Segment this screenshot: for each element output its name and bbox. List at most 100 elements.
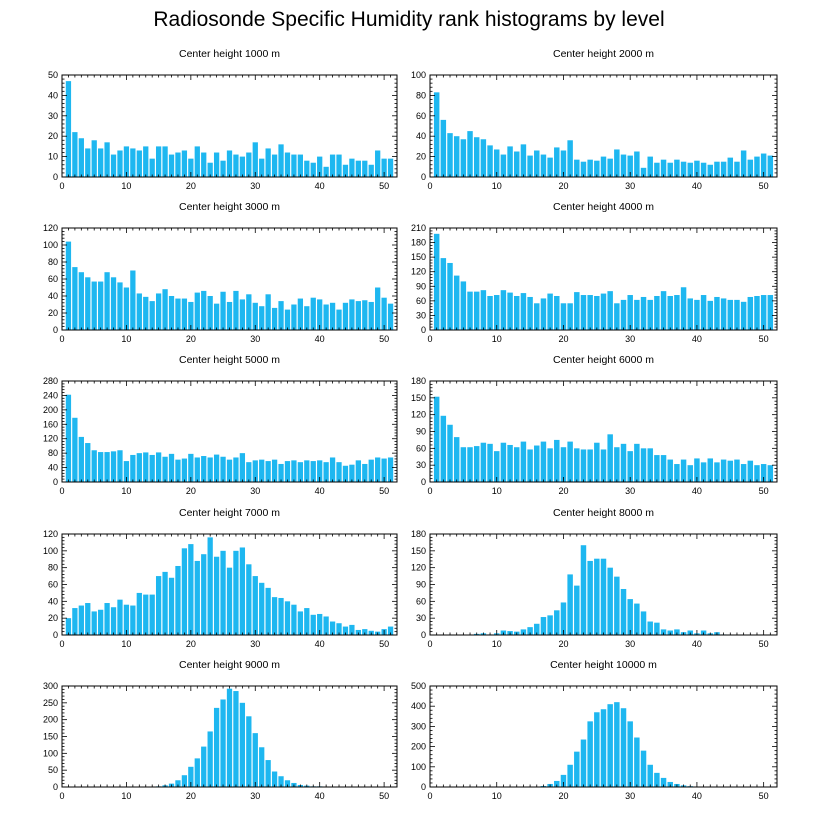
y-tick-label: 0: [421, 477, 426, 487]
bar: [734, 299, 740, 330]
x-tick-label: 0: [59, 181, 64, 191]
y-tick-label: 120: [43, 529, 58, 539]
bar: [594, 558, 600, 635]
bar: [680, 287, 687, 330]
y-tick-label: 150: [43, 732, 58, 742]
bar: [634, 151, 640, 177]
bar: [284, 309, 291, 330]
bar: [239, 299, 246, 330]
bar: [155, 293, 162, 330]
bar: [667, 781, 673, 787]
bar: [667, 162, 673, 177]
y-tick-label: 100: [43, 748, 58, 758]
bar: [487, 145, 493, 177]
bar: [362, 160, 368, 177]
x-tick-label: 30: [625, 791, 635, 801]
x-tick-label: 30: [250, 791, 260, 801]
y-tick-label: 30: [416, 613, 426, 623]
bar: [110, 154, 117, 177]
bar: [117, 150, 123, 177]
bar: [143, 146, 149, 177]
bar: [355, 160, 361, 177]
bar: [362, 300, 368, 330]
bar: [252, 576, 258, 635]
bar: [207, 537, 213, 635]
bar: [252, 733, 258, 787]
bar: [627, 155, 633, 177]
bar: [387, 457, 394, 482]
bar: [201, 456, 207, 482]
bar: [304, 306, 310, 330]
bar: [493, 149, 500, 177]
bar: [700, 295, 707, 330]
x-tick-label: 30: [250, 334, 260, 344]
bar: [707, 164, 713, 177]
bar: [201, 152, 207, 177]
y-tick-label: 0: [421, 325, 426, 335]
bar: [310, 614, 316, 635]
panel-title: Center height 5000 m: [179, 354, 280, 366]
bar: [600, 449, 607, 482]
bar: [580, 295, 587, 330]
bar: [747, 296, 754, 330]
bar: [467, 131, 473, 177]
y-tick-label: 0: [53, 477, 58, 487]
x-tick-label: 0: [427, 791, 432, 801]
x-tick-label: 0: [427, 334, 432, 344]
bar: [233, 691, 239, 787]
bar: [149, 454, 155, 482]
bar: [284, 780, 291, 787]
bar: [514, 447, 520, 482]
bar: [207, 296, 213, 330]
bar: [317, 460, 323, 482]
bar: [700, 162, 707, 177]
x-tick-label: 0: [59, 334, 64, 344]
bar: [627, 451, 633, 482]
bar: [265, 461, 271, 482]
y-tick-label: 240: [43, 390, 58, 400]
y-tick-label: 210: [411, 223, 426, 233]
x-tick-label: 20: [186, 334, 196, 344]
bar: [246, 462, 252, 482]
bar: [297, 462, 303, 482]
bar: [162, 571, 168, 636]
x-tick-label: 20: [558, 486, 568, 496]
bar: [323, 616, 329, 635]
bar: [694, 458, 700, 482]
bar: [647, 448, 653, 482]
bar: [620, 154, 627, 177]
y-tick-label: 0: [53, 172, 58, 182]
x-tick-label: 50: [759, 791, 769, 801]
bar: [323, 462, 329, 482]
bar: [574, 448, 580, 482]
x-tick-label: 20: [558, 791, 568, 801]
bar: [78, 272, 84, 330]
bar: [336, 154, 342, 177]
bar: [727, 299, 734, 330]
bar: [387, 303, 394, 330]
bar: [500, 442, 507, 482]
bar: [594, 296, 600, 330]
y-tick-label: 20: [48, 308, 58, 318]
bar: [239, 547, 246, 635]
x-tick-label: 10: [492, 791, 502, 801]
bar: [660, 777, 667, 787]
y-tick-label: 280: [43, 376, 58, 386]
bar: [587, 295, 593, 330]
bar: [580, 739, 587, 787]
bar: [620, 588, 627, 635]
bar: [527, 155, 533, 177]
bar: [554, 439, 560, 482]
bar: [368, 164, 374, 177]
bar: [540, 154, 547, 177]
panel-4: Center height 4000 m 0 10 20 30 40 50 0 30 60 90 12…: [411, 201, 778, 344]
bar: [188, 766, 194, 787]
bar: [640, 750, 647, 787]
bar: [65, 241, 72, 330]
panel-1: Center height 1000 m 0 10 20 30 40 50 0 10 20 30 40…: [48, 48, 398, 191]
x-tick-label: 50: [379, 639, 389, 649]
bar: [181, 775, 188, 787]
panel-8: Center height 8000 m 0 10 20 30 40 50 0 30 60 90 12…: [411, 507, 778, 649]
y-tick-label: 180: [411, 376, 426, 386]
bar: [560, 150, 567, 177]
